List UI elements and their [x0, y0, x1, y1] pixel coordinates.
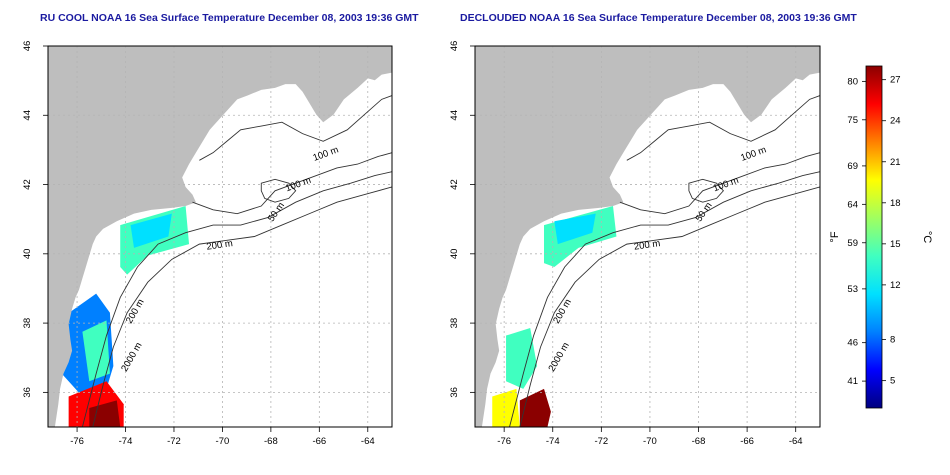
map-frame: [474, 45, 821, 428]
celsius-tick-label: 24: [890, 116, 901, 127]
y-tick-label: 40: [22, 249, 33, 260]
y-tick-label: 44: [22, 110, 33, 121]
bathymetry-contour: [519, 186, 821, 428]
x-tick-label: -74: [119, 436, 133, 447]
x-tick-label: -64: [361, 436, 375, 447]
y-tick-label: 42: [449, 179, 460, 190]
temperature-colorbar: 80 75 69 64 59 53 46 41 27 24 21 18 15 12 8 5 °F °C: [829, 65, 933, 409]
y-tick-label: 40: [449, 249, 460, 260]
sst-patch: [89, 400, 121, 427]
x-tick-label: -70: [643, 436, 657, 447]
map-title-right: DECLOUDED NOAA 16 Sea Surface Temperatur…: [460, 12, 857, 24]
x-tick-label: -72: [594, 436, 608, 447]
bathymetry-contour: [260, 178, 297, 203]
fahrenheit-tick-label: 64: [847, 199, 858, 210]
sst-patch: [506, 327, 538, 389]
bathymetry-contour: [192, 152, 393, 215]
bathymetry-contour: [81, 171, 393, 428]
fahrenheit-unit-label: °F: [829, 231, 841, 242]
x-tick-label: -72: [167, 436, 181, 447]
celsius-tick-label: 15: [890, 239, 901, 250]
celsius-tick-label: 12: [890, 280, 901, 291]
sst-patch: [82, 320, 110, 382]
x-tick-label: -66: [312, 436, 326, 447]
bathymetry-contour: [509, 171, 821, 428]
bathymetry-contour: [199, 95, 393, 161]
x-tick-label: -76: [497, 436, 511, 447]
y-tick-label: 36: [22, 387, 33, 398]
celsius-tick-label: 8: [890, 335, 895, 346]
x-tick-label: -64: [789, 436, 803, 447]
fahrenheit-tick-label: 53: [847, 284, 858, 295]
map-title-left: RU COOL NOAA 16 Sea Surface Temperature …: [40, 12, 419, 24]
sst-patch: [130, 213, 172, 248]
celsius-tick-label: 21: [890, 157, 901, 168]
celsius-tick-label: 27: [890, 75, 901, 86]
x-tick-label: -74: [546, 436, 560, 447]
x-tick-label: -66: [740, 436, 754, 447]
x-tick-label: -70: [216, 436, 230, 447]
sst-patch: [519, 388, 551, 427]
celsius-tick-label: 5: [890, 376, 895, 387]
celsius-tick-label: 18: [890, 198, 901, 209]
fahrenheit-tick-label: 69: [847, 161, 858, 172]
fahrenheit-tick-label: 41: [847, 376, 858, 387]
contour-label: 200 m: [206, 238, 234, 253]
colorbar-gradient: [865, 65, 883, 409]
x-tick-label: -76: [70, 436, 84, 447]
fahrenheit-tick-label: 75: [847, 115, 858, 126]
x-tick-label: -68: [264, 436, 278, 447]
y-tick-label: 42: [22, 179, 33, 190]
sst-patch: [492, 388, 520, 427]
bathymetry-contour: [619, 152, 821, 215]
fahrenheit-tick-label: 80: [847, 76, 858, 87]
y-tick-label: 46: [449, 41, 460, 52]
land-mass: [48, 46, 392, 427]
bathymetry-contour: [626, 95, 821, 161]
fahrenheit-tick-label: 59: [847, 238, 858, 249]
y-tick-label: 38: [22, 318, 33, 329]
y-tick-label: 44: [449, 110, 460, 121]
y-tick-label: 38: [449, 318, 460, 329]
fahrenheit-tick-label: 46: [847, 338, 858, 349]
land-mass: [475, 46, 820, 427]
bathymetry-contour: [92, 186, 393, 428]
sst-patch: [554, 213, 596, 245]
celsius-unit-label: °C: [921, 231, 933, 243]
y-tick-label: 36: [449, 387, 460, 398]
contour-label: 200 m: [633, 238, 661, 253]
bathymetry-contour: [688, 178, 725, 203]
map-frame: [47, 45, 393, 428]
y-tick-label: 46: [22, 41, 33, 52]
x-tick-label: -68: [692, 436, 706, 447]
